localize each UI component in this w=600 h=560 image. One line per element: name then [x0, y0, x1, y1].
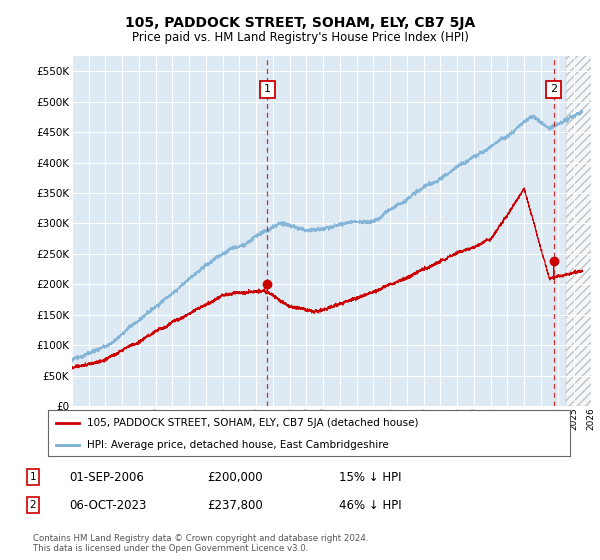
Text: 01-SEP-2006: 01-SEP-2006	[69, 470, 144, 484]
Text: 46% ↓ HPI: 46% ↓ HPI	[339, 498, 401, 512]
Text: 105, PADDOCK STREET, SOHAM, ELY, CB7 5JA (detached house): 105, PADDOCK STREET, SOHAM, ELY, CB7 5JA…	[87, 418, 419, 428]
Text: 2: 2	[550, 85, 557, 95]
Text: HPI: Average price, detached house, East Cambridgeshire: HPI: Average price, detached house, East…	[87, 440, 389, 450]
Text: 1: 1	[264, 85, 271, 95]
Text: 105, PADDOCK STREET, SOHAM, ELY, CB7 5JA: 105, PADDOCK STREET, SOHAM, ELY, CB7 5JA	[125, 16, 475, 30]
Text: Contains HM Land Registry data © Crown copyright and database right 2024.
This d: Contains HM Land Registry data © Crown c…	[33, 534, 368, 553]
Text: 15% ↓ HPI: 15% ↓ HPI	[339, 470, 401, 484]
Text: £237,800: £237,800	[207, 498, 263, 512]
Text: 1: 1	[29, 472, 37, 482]
Text: Price paid vs. HM Land Registry's House Price Index (HPI): Price paid vs. HM Land Registry's House …	[131, 31, 469, 44]
Text: £200,000: £200,000	[207, 470, 263, 484]
Text: 2: 2	[29, 500, 37, 510]
Text: 06-OCT-2023: 06-OCT-2023	[69, 498, 146, 512]
